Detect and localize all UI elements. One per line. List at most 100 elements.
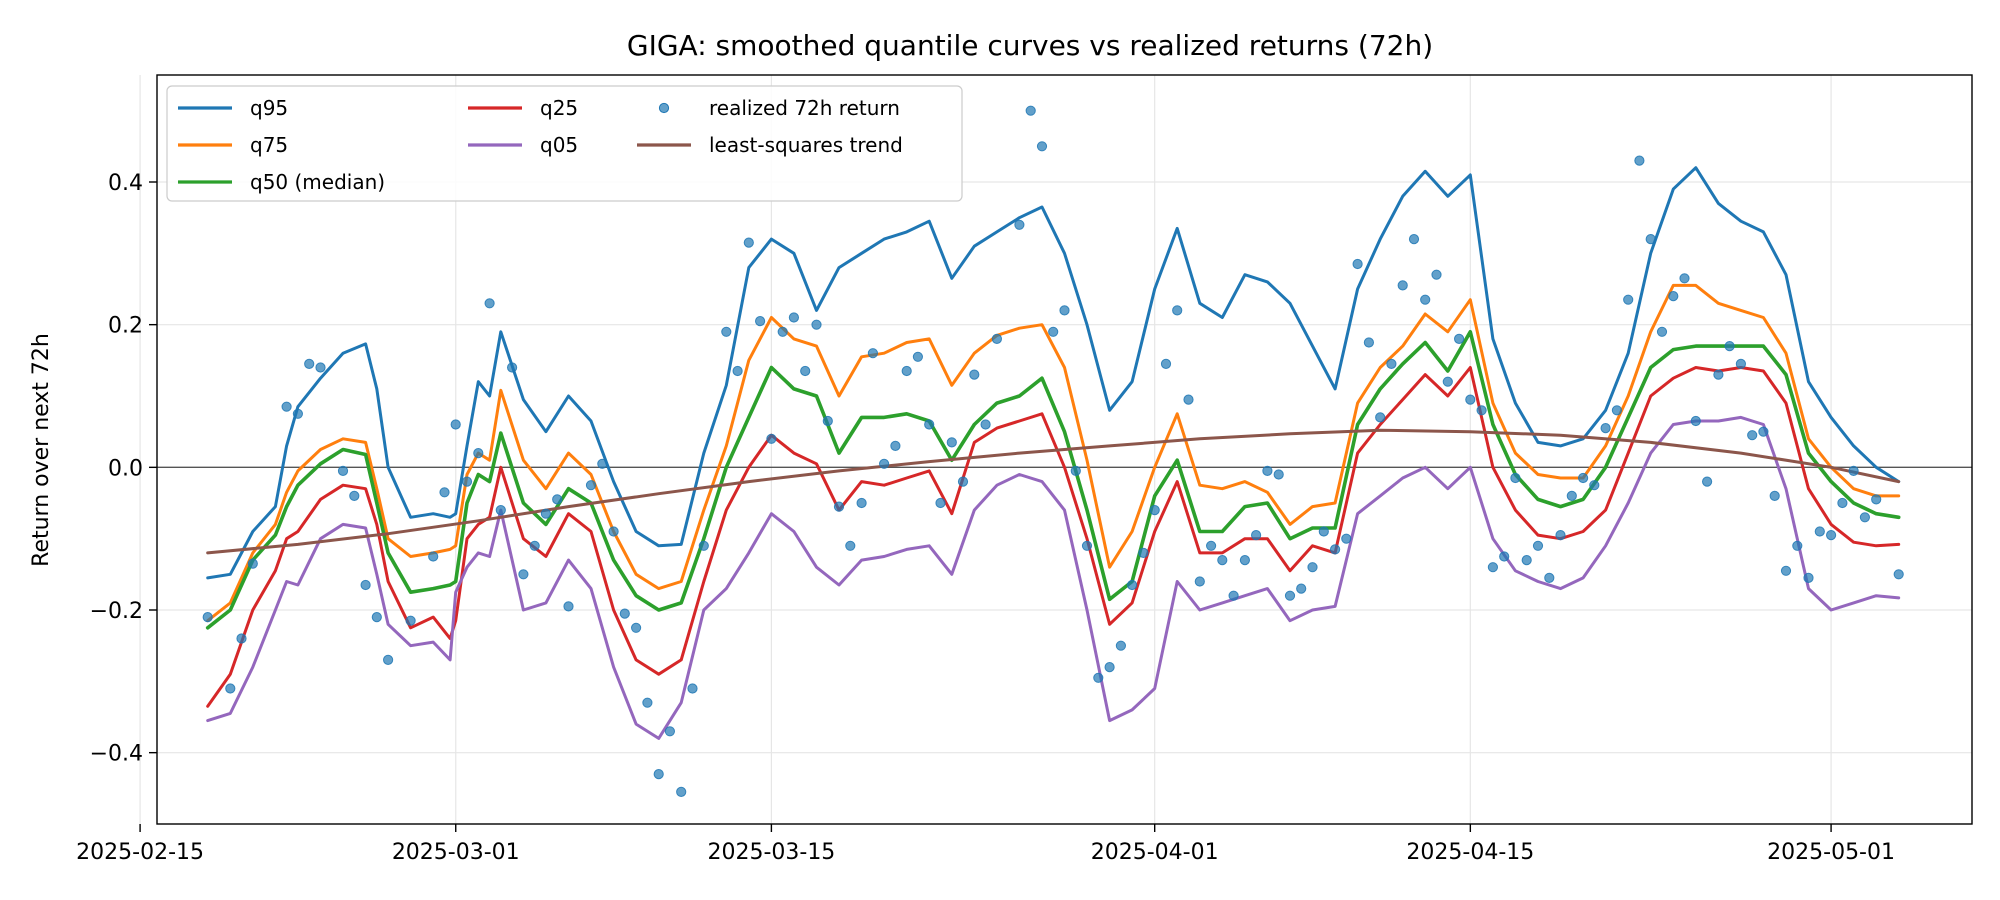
realized-return-point [1476, 405, 1487, 416]
realized-return-point [642, 697, 653, 708]
y-axis: −0.4 −0.2 0.0 0.2 0.4 [90, 171, 157, 767]
realized-return-point [890, 440, 901, 451]
realized-return-point [687, 683, 698, 694]
realized-return-point [721, 326, 732, 337]
realized-return-point [879, 458, 890, 469]
realized-return-point [1442, 376, 1453, 387]
realized-return-point [1465, 394, 1476, 405]
realized-return-point [1081, 540, 1093, 551]
series-line-least-squares-trend [206, 428, 1901, 555]
legend-label-least-squares-trend: least-squares trend [709, 133, 903, 157]
legend-label-q95: q95 [250, 96, 288, 120]
realized-return-point [450, 419, 461, 430]
realized-return-point [1814, 526, 1825, 537]
realized-return-point [991, 333, 1003, 344]
realized-return-point [1780, 565, 1792, 576]
realized-return-point [980, 419, 991, 430]
realized-return-point [225, 683, 236, 694]
realized-return-point [1341, 533, 1352, 544]
realized-return-point [1194, 576, 1205, 587]
realized-return-point [833, 501, 845, 512]
realized-return-point [292, 408, 303, 419]
realized-return-point [1589, 480, 1600, 491]
realized-return-point [1544, 572, 1555, 584]
realized-return-point [1014, 219, 1025, 230]
plot-frame [156, 74, 1973, 825]
realized-return-point [1623, 294, 1634, 305]
realized-return-point [371, 612, 382, 623]
realized-return-point [383, 654, 394, 666]
realized-return-point [1871, 494, 1882, 505]
realized-return-point [1848, 465, 1859, 476]
realized-return-point [1803, 572, 1814, 584]
realized-return-point [1206, 540, 1217, 551]
series-line-q50-median [205, 330, 1901, 630]
y-tick-label: 0.0 [108, 456, 143, 481]
realized-return-point [1296, 583, 1307, 594]
realized-return-point [518, 569, 529, 580]
realized-return-point [1679, 273, 1690, 284]
realized-return-point [1070, 465, 1081, 476]
y-axis-label: Return over next 72h [29, 333, 54, 567]
realized-return-point [1149, 505, 1160, 516]
realized-return-point [563, 601, 574, 612]
realized-return-point [1284, 590, 1296, 601]
realized-return-point [585, 480, 597, 491]
realized-return-point [461, 476, 473, 487]
realized-return-point [349, 490, 360, 501]
realized-return-point [428, 551, 439, 562]
y-tick-label: 0.2 [108, 314, 143, 339]
chart-title: GIGA: smoothed quantile curves vs realiz… [627, 29, 1433, 62]
realized-return-point [1048, 326, 1059, 337]
series-line-q05 [206, 415, 1901, 740]
realized-return-point [800, 365, 811, 377]
realized-return-point [766, 433, 777, 444]
realized-return-point [1893, 569, 1904, 580]
realized-return-point [1826, 530, 1837, 541]
realized-return-point [1363, 337, 1375, 348]
realized-return-point [281, 401, 292, 412]
realized-return-point [755, 316, 766, 327]
realized-return-point [653, 769, 664, 780]
realized-return-point [1093, 672, 1104, 683]
realized-return-point [1713, 369, 1724, 380]
realized-return-point [608, 526, 619, 537]
realized-return-point [1454, 333, 1465, 344]
realized-return-point [506, 362, 518, 373]
realized-return-point [788, 312, 800, 323]
x-tick-label: 2025-05-01 [1767, 840, 1895, 865]
realized-return-point [1859, 512, 1871, 523]
realized-return-point [540, 508, 552, 519]
realized-return-point [405, 615, 416, 626]
realized-return-point [1352, 258, 1363, 270]
realized-return-point [1555, 530, 1566, 541]
realized-return-point [1273, 469, 1284, 480]
scatter-layer [202, 105, 1904, 798]
realized-return-point [822, 415, 833, 427]
legend-label-q75: q75 [250, 133, 288, 157]
realized-return-point [1724, 341, 1735, 352]
realized-return-point [1735, 358, 1747, 369]
legend-label-realized-72h-return: realized 72h return [709, 96, 900, 120]
realized-return-point [1408, 234, 1420, 245]
realized-return-point [1611, 405, 1623, 416]
realized-return-point [1600, 423, 1611, 434]
realized-return-point [901, 365, 912, 377]
x-axis: 2025-02-15 2025-03-01 2025-03-15 2025-04-01… [76, 824, 1895, 865]
realized-return-point [1792, 540, 1803, 551]
realized-return-point [1386, 358, 1397, 369]
realized-return-point [1499, 551, 1510, 562]
realized-return-point [1059, 305, 1070, 316]
realized-return-point [1318, 526, 1329, 537]
legend-label-q05: q05 [540, 133, 578, 157]
realized-return-point [1645, 234, 1656, 245]
realized-return-point [1578, 472, 1589, 484]
realized-return-point [1521, 555, 1532, 566]
realized-return-point [1307, 562, 1318, 573]
realized-return-point [1702, 476, 1713, 487]
x-tick-label: 2025-03-15 [707, 840, 835, 865]
realized-return-point [924, 419, 935, 430]
realized-return-point [1217, 555, 1228, 566]
realized-return-point [698, 540, 709, 551]
